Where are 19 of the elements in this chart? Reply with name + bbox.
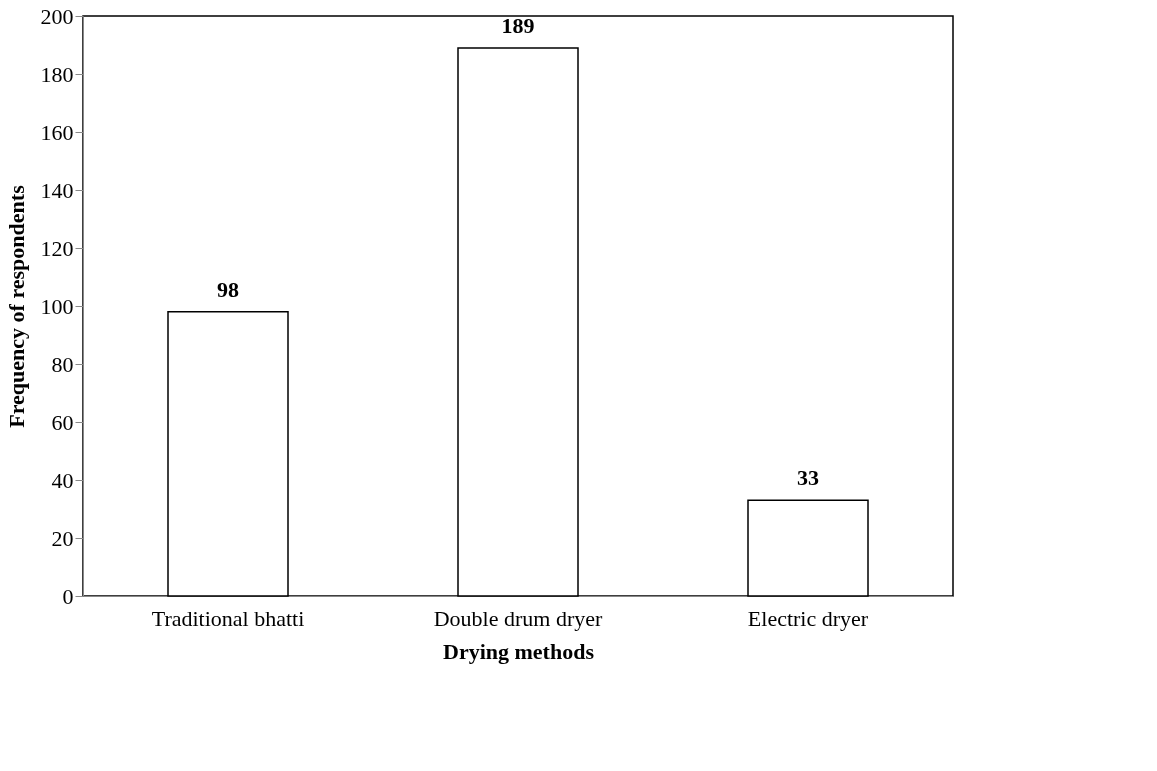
y-tick-label: 80: [51, 351, 74, 377]
x-tick-label: Traditional bhatti: [151, 605, 305, 631]
x-tick-label: Double drum dryer: [433, 605, 603, 631]
data-label: 189: [501, 12, 535, 38]
y-tick-label: 60: [51, 409, 74, 435]
x-axis-title: Drying methods: [443, 638, 595, 664]
y-tick-label: 40: [51, 467, 74, 493]
x-tick-label: Electric dryer: [747, 605, 869, 631]
data-label: 98: [217, 276, 239, 302]
y-tick-label: 160: [40, 119, 74, 145]
y-tick-label: 140: [40, 177, 74, 203]
y-tick-label: 180: [40, 61, 74, 87]
y-tick-label: 0: [62, 583, 74, 609]
y-tick-label: 120: [40, 235, 74, 261]
data-label: 33: [797, 465, 819, 491]
y-axis-title: Frequency of respondents: [3, 184, 29, 428]
y-tick-label: 100: [40, 293, 74, 319]
y-tick-label: 20: [51, 525, 74, 551]
y-tick-label: 200: [40, 3, 74, 29]
